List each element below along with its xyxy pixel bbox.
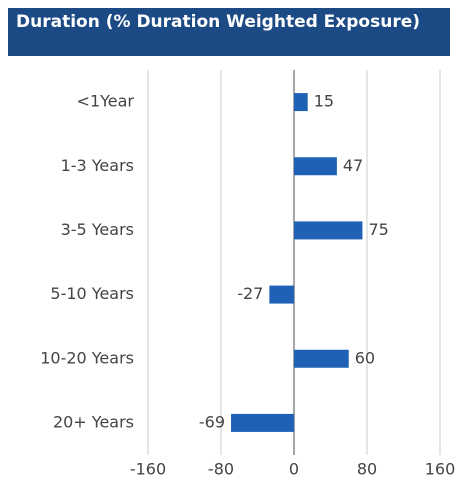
y-tick-label: 10-20 Years — [40, 348, 134, 367]
chart-title: Duration (% Duration Weighted Exposure) — [8, 8, 450, 56]
data-label: 60 — [355, 348, 375, 367]
bar — [231, 413, 294, 432]
bar — [294, 221, 363, 240]
data-label: 47 — [343, 156, 363, 175]
bar — [269, 285, 294, 304]
y-tick-label: 3-5 Years — [61, 220, 134, 239]
data-label: -69 — [199, 412, 225, 431]
bar — [294, 93, 308, 112]
x-tick-label: 0 — [289, 460, 299, 479]
data-label: -27 — [237, 284, 263, 303]
y-tick-label: 1-3 Years — [61, 156, 134, 175]
x-tick-label: 80 — [357, 460, 377, 479]
bar — [294, 349, 349, 368]
x-tick-label: -80 — [208, 460, 234, 479]
bar — [294, 157, 337, 176]
data-label: 15 — [314, 92, 334, 111]
x-tick-label: 160 — [425, 460, 456, 479]
data-label: 75 — [368, 220, 388, 239]
x-tick-label: -160 — [130, 460, 166, 479]
y-tick-label: 5-10 Years — [50, 284, 134, 303]
y-tick-label: 20+ Years — [53, 412, 134, 431]
y-tick-label: <1Year — [77, 92, 135, 111]
